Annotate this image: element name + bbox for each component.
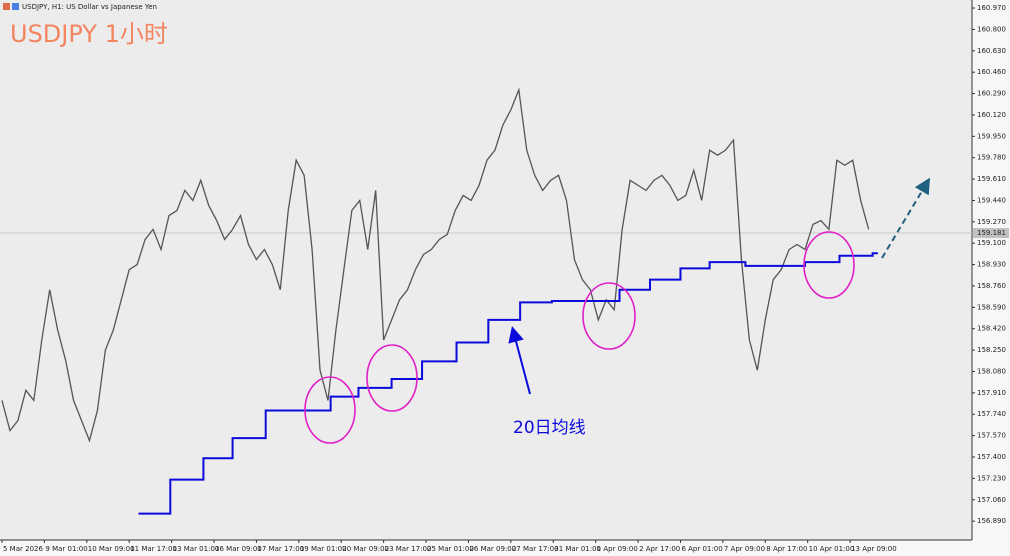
x-tick-label: 17 Mar 17:00 xyxy=(257,545,304,553)
current-price-label: 159.181 xyxy=(977,229,1006,237)
window-title: USDJPY, H1: US Dollar vs Japanese Yen xyxy=(22,3,157,11)
x-tick-label: 11 Mar 17:00 xyxy=(130,545,177,553)
time-axis-area xyxy=(0,540,972,556)
y-tick-label: 158.420 xyxy=(977,325,1006,333)
y-tick-label: 157.060 xyxy=(977,496,1006,504)
x-tick-label: 1 Apr 09:00 xyxy=(597,545,638,553)
y-tick-label: 157.910 xyxy=(977,389,1006,397)
y-tick-label: 157.740 xyxy=(977,410,1006,418)
y-tick-label: 159.440 xyxy=(977,196,1006,204)
x-tick-label: 6 Apr 01:00 xyxy=(681,545,722,553)
y-tick-label: 160.630 xyxy=(977,47,1006,55)
forecast-arrow xyxy=(881,177,931,259)
y-tick-label: 159.950 xyxy=(977,132,1006,140)
x-tick-label: 26 Mar 09:00 xyxy=(469,545,516,553)
x-tick-label: 31 Mar 01:00 xyxy=(554,545,601,553)
x-tick-label: 13 Apr 09:00 xyxy=(851,545,897,553)
x-tick-label: 19 Mar 01:00 xyxy=(300,545,347,553)
marks xyxy=(0,87,972,515)
highlight-circle xyxy=(582,282,636,350)
x-tick-label: 5 Mar 2026 xyxy=(3,545,43,553)
x-tick-label: 10 Mar 09:00 xyxy=(88,545,135,553)
y-tick-label: 160.290 xyxy=(977,90,1006,98)
y-tick-label: 160.460 xyxy=(977,68,1006,76)
x-tick-label: 16 Mar 09:00 xyxy=(215,545,262,553)
highlight-circle xyxy=(803,231,855,299)
annotation-arrow xyxy=(508,326,531,395)
x-tick-label: 8 Apr 17:00 xyxy=(766,545,807,553)
symbol-icon xyxy=(3,3,10,10)
y-tick-label: 159.780 xyxy=(977,154,1006,162)
y-tick-label: 158.080 xyxy=(977,367,1006,375)
x-tick-label: 2 Apr 17:00 xyxy=(639,545,680,553)
x-tick-label: 10 Apr 01:00 xyxy=(809,545,855,553)
x-tick-label: 27 Mar 17:00 xyxy=(512,545,559,553)
y-tick-label: 156.890 xyxy=(977,517,1006,525)
x-tick-label: 13 Mar 01:00 xyxy=(173,545,220,553)
y-tick-label: 159.100 xyxy=(977,239,1006,247)
x-tick-label: 25 Mar 01:00 xyxy=(427,545,474,553)
y-tick-label: 159.270 xyxy=(977,218,1006,226)
price-axis-area xyxy=(972,0,1010,556)
highlight-circle xyxy=(304,376,356,444)
y-tick-label: 158.930 xyxy=(977,261,1006,269)
x-tick-label: 23 Mar 17:00 xyxy=(385,545,432,553)
moving-average-line xyxy=(138,252,878,515)
x-tick-label: 7 Apr 09:00 xyxy=(724,545,765,553)
plot-area xyxy=(0,0,972,540)
x-tick-label: 20 Mar 09:00 xyxy=(342,545,389,553)
y-tick-label: 158.760 xyxy=(977,282,1006,290)
y-tick-label: 157.230 xyxy=(977,474,1006,482)
y-tick-label: 160.970 xyxy=(977,4,1006,12)
y-tick-label: 159.610 xyxy=(977,175,1006,183)
y-tick-label: 157.400 xyxy=(977,453,1006,461)
highlight-circle xyxy=(366,344,418,412)
x-tick-label: 9 Mar 01:00 xyxy=(45,545,87,553)
y-tick-label: 158.250 xyxy=(977,346,1006,354)
y-tick-label: 160.800 xyxy=(977,25,1006,33)
y-tick-label: 157.570 xyxy=(977,432,1006,440)
current-price-box xyxy=(973,228,1009,239)
price-line xyxy=(1,87,870,443)
y-tick-label: 158.590 xyxy=(977,303,1006,311)
annotation: 20日均线 xyxy=(513,418,586,438)
period-icon xyxy=(12,3,19,10)
y-tick-label: 160.120 xyxy=(977,111,1006,119)
chart-title: USDJPY 1小时 xyxy=(10,20,168,48)
